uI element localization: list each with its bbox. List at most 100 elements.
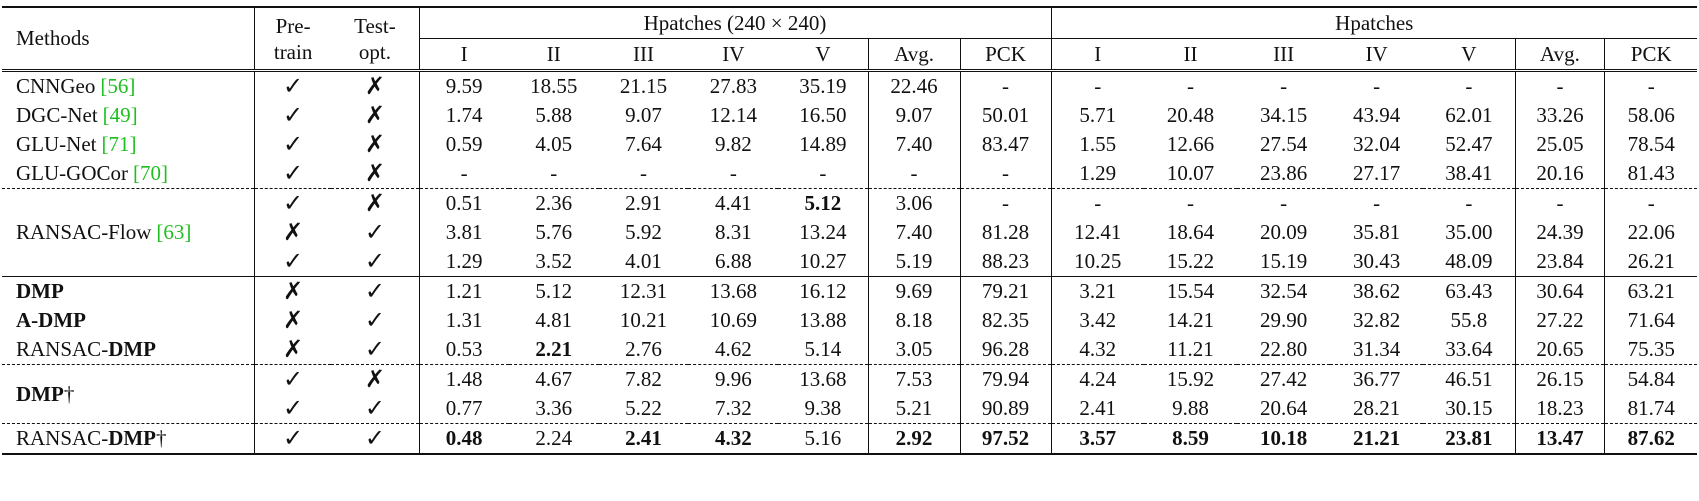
- method-part: [70]: [132, 161, 168, 185]
- value-cell: 15.54: [1144, 276, 1238, 306]
- pretrain-cell: ✓: [253, 394, 332, 424]
- pretrain-line: train: [273, 39, 313, 64]
- method-part: DGC-Net: [16, 103, 98, 127]
- value-cell: 3.21: [1050, 276, 1145, 306]
- value-cell: 7.64: [625, 132, 662, 156]
- value-cell: 0.53: [418, 335, 509, 365]
- table-row: ✓ ✓ 1.29 3.52 4.01 6.88 10.27 5.19 88.23 10.25 15.…: [2, 247, 1697, 277]
- value-cell: 13.24: [799, 220, 847, 244]
- value-cell: 48.09: [1445, 249, 1493, 273]
- value-cell: 97.52: [959, 423, 1051, 455]
- method-part: DMP: [108, 337, 157, 361]
- value-cell: 5.12: [778, 188, 869, 218]
- value-cell: 23.84: [1514, 247, 1605, 277]
- value-cell: 12.14: [709, 103, 757, 127]
- pretrain-cell: ✗: [253, 335, 332, 365]
- value-cell: 38.62: [1330, 276, 1424, 306]
- value-cell: 4.24: [1050, 364, 1145, 394]
- value-cell: 16.12: [778, 276, 869, 306]
- value-cell: 0.59: [418, 130, 509, 159]
- value-cell: 5.12: [508, 276, 599, 306]
- value-cell: 2.41: [598, 423, 689, 455]
- value-cell: 12.31: [598, 276, 689, 306]
- value-cell: 7.82: [598, 364, 689, 394]
- table-row: RANSAC-DMP ✗ ✓ 0.53 2.21 2.76 4.62 5.14 3.05 96.2…: [2, 335, 1697, 365]
- value-cell: 12.66: [1166, 132, 1215, 156]
- testopt-cell: ✗: [364, 103, 385, 129]
- value-cell: -: [1514, 188, 1605, 218]
- value-cell: 23.86: [1259, 161, 1308, 185]
- pretrain-header: Pre-train: [253, 6, 332, 71]
- value-cell: -: [640, 161, 648, 185]
- value-cell: 9.38: [804, 396, 842, 420]
- value-cell: 30.64: [1514, 276, 1605, 306]
- value-cell: 29.90: [1259, 308, 1308, 332]
- column-header: IV: [722, 41, 745, 66]
- value-cell: -: [550, 161, 558, 185]
- value-cell: 10.21: [619, 308, 668, 332]
- value-cell: 9.07: [625, 103, 662, 127]
- value-cell: -: [1050, 188, 1145, 218]
- testopt-line: opt.: [358, 39, 391, 64]
- value-cell: 4.05: [535, 132, 573, 156]
- value-cell: 22.06: [1604, 218, 1697, 247]
- value-cell: 3.36: [535, 396, 573, 420]
- method-cell: GLU-Net [71]: [2, 130, 254, 159]
- value-cell: 32.04: [1352, 132, 1401, 156]
- value-cell: 20.64: [1259, 396, 1308, 420]
- column-header: Avg.: [1514, 38, 1605, 71]
- value-cell: 3.57: [1050, 423, 1145, 455]
- table-row: CNNGeo [56] ✓ ✗ 9.59 18.55 21.15 27.83 35.19 22.4…: [2, 69, 1697, 101]
- value-cell: 27.42: [1237, 364, 1331, 394]
- value-cell: 33.64: [1445, 337, 1493, 361]
- column-header: V: [1461, 41, 1477, 66]
- value-cell: 1.31: [418, 306, 509, 335]
- column-header: PCK: [959, 38, 1051, 71]
- value-cell: 3.52: [535, 249, 573, 273]
- value-cell: 35.00: [1445, 220, 1493, 244]
- value-cell: 71.64: [1604, 306, 1697, 335]
- method-cell: DMP†: [2, 364, 255, 424]
- testopt-cell: ✗: [331, 188, 420, 218]
- value-cell: 5.14: [804, 337, 842, 361]
- method-part: RANSAC-: [16, 337, 109, 361]
- table-row: GLU-GOCor [70] ✓ ✗ - - - - - - -1.29 10.07 23.86 27.1…: [2, 159, 1697, 189]
- value-cell: 2.24: [508, 423, 599, 455]
- value-cell: 96.28: [959, 335, 1051, 365]
- table-head: Methods Pre-train Test-opt. Hpatches (240 ×…: [2, 6, 1697, 71]
- value-cell: -: [1330, 188, 1424, 218]
- method-cell: RANSAC-DMP†: [2, 423, 255, 455]
- column-header: II: [546, 41, 561, 66]
- value-cell: -: [1050, 69, 1145, 101]
- value-cell: 27.83: [688, 69, 779, 101]
- table-row: DMP ✗ ✓ 1.21 5.12 12.31 13.68 16.12 9.69 79.21 3.2…: [2, 276, 1697, 306]
- value-cell: 27.22: [1514, 306, 1605, 335]
- value-cell: 20.65: [1514, 335, 1605, 365]
- column-header: III: [1273, 41, 1295, 66]
- testopt-cell: ✓: [364, 220, 385, 246]
- pretrain-cell: ✓: [253, 101, 332, 130]
- value-cell: -: [1330, 69, 1424, 101]
- value-cell: 10.69: [709, 308, 757, 332]
- column-header: IV: [1365, 41, 1388, 66]
- method-part: [71]: [101, 132, 137, 156]
- value-cell: 1.55: [1050, 130, 1145, 159]
- value-cell: 14.89: [799, 132, 847, 156]
- value-cell: 1.29: [418, 247, 509, 277]
- value-cell: 15.19: [1259, 249, 1308, 273]
- value-cell: -: [1423, 188, 1516, 218]
- value-cell: 5.22: [625, 396, 662, 420]
- value-cell: 26.15: [1514, 364, 1605, 394]
- value-cell: 16.50: [799, 103, 847, 127]
- value-cell: 5.71: [1050, 101, 1145, 130]
- value-cell: -: [1237, 69, 1331, 101]
- value-cell: -: [1237, 188, 1331, 218]
- value-cell: 6.88: [714, 249, 752, 273]
- method-part: CNNGeo: [16, 74, 96, 98]
- value-cell: -: [729, 161, 737, 185]
- method-part: DMP: [108, 426, 157, 450]
- value-cell: 0.48: [418, 423, 509, 455]
- value-cell: -: [959, 69, 1051, 101]
- value-cell: 30.43: [1352, 249, 1401, 273]
- value-cell: 11.21: [1167, 337, 1214, 361]
